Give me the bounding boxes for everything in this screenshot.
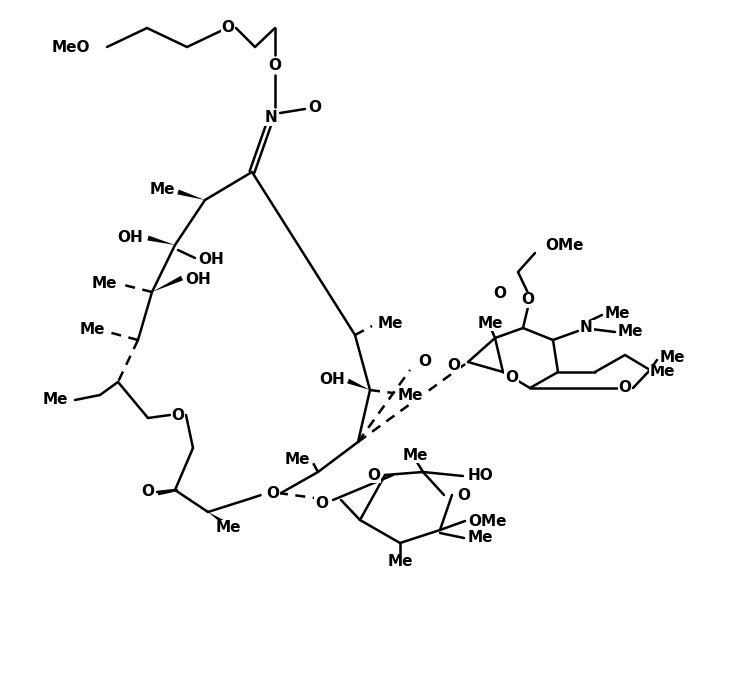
Text: OMe: OMe bbox=[545, 237, 583, 252]
Text: Me: Me bbox=[79, 323, 105, 338]
Text: Me: Me bbox=[149, 183, 175, 198]
Text: HO: HO bbox=[468, 467, 494, 482]
Text: Me: Me bbox=[650, 364, 675, 379]
Text: O: O bbox=[141, 484, 155, 499]
Polygon shape bbox=[147, 235, 175, 245]
Text: O: O bbox=[315, 496, 328, 511]
Text: N: N bbox=[580, 321, 593, 336]
Text: O: O bbox=[619, 381, 631, 396]
Text: Me: Me bbox=[660, 351, 686, 366]
Text: OH: OH bbox=[117, 230, 143, 245]
Text: O: O bbox=[308, 100, 321, 115]
Text: Me: Me bbox=[477, 316, 503, 331]
Text: O: O bbox=[367, 467, 380, 482]
Text: O: O bbox=[521, 293, 535, 308]
Text: Me: Me bbox=[402, 447, 428, 462]
Text: O: O bbox=[418, 355, 431, 370]
Text: OMe: OMe bbox=[468, 514, 506, 529]
Text: Me: Me bbox=[398, 387, 424, 402]
Text: OH: OH bbox=[198, 252, 224, 267]
Text: N: N bbox=[264, 110, 277, 125]
Text: Me: Me bbox=[285, 452, 310, 467]
Text: Me: Me bbox=[468, 529, 494, 544]
Text: OH: OH bbox=[185, 273, 211, 288]
Polygon shape bbox=[208, 512, 227, 526]
Text: O: O bbox=[172, 408, 185, 423]
Polygon shape bbox=[152, 276, 183, 292]
Text: O: O bbox=[268, 57, 282, 72]
Text: O: O bbox=[505, 370, 518, 385]
Text: OH: OH bbox=[319, 372, 345, 387]
Polygon shape bbox=[347, 379, 370, 390]
Text: O: O bbox=[267, 486, 279, 501]
Text: MeO: MeO bbox=[52, 40, 90, 55]
Text: O: O bbox=[222, 20, 235, 35]
Text: Me: Me bbox=[215, 520, 241, 535]
Text: O: O bbox=[494, 286, 506, 301]
Text: O: O bbox=[447, 357, 460, 372]
Text: Me: Me bbox=[378, 316, 403, 331]
Text: Me: Me bbox=[618, 325, 643, 340]
Text: Me: Me bbox=[43, 393, 68, 408]
Polygon shape bbox=[177, 190, 205, 200]
Text: Me: Me bbox=[387, 554, 413, 569]
Text: Me: Me bbox=[91, 276, 117, 291]
Text: O: O bbox=[457, 488, 470, 503]
Text: Me: Me bbox=[605, 306, 630, 321]
